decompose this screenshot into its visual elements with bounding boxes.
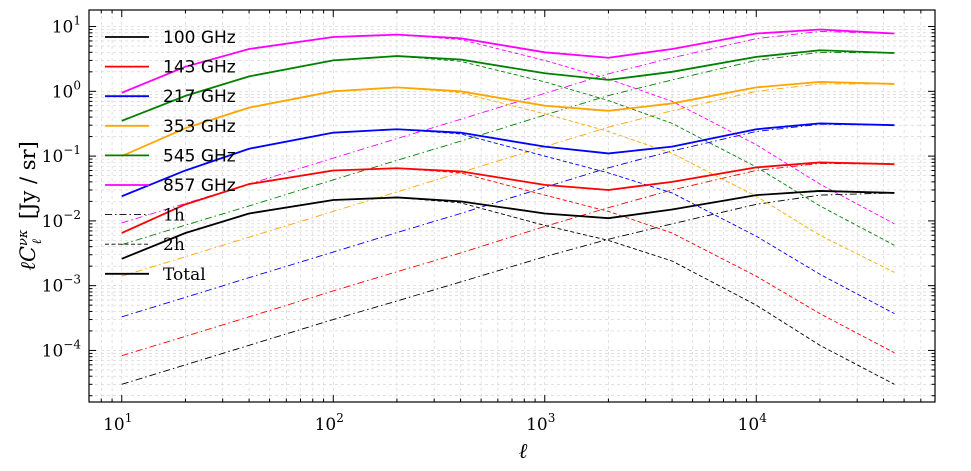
series-100-ghz-one-halo bbox=[121, 192, 895, 385]
series-100-ghz-total bbox=[121, 190, 895, 260]
y-tick-label: 10−1 bbox=[42, 143, 81, 167]
x-tick-label: 104 bbox=[738, 411, 768, 435]
series-217-ghz-two-halo bbox=[121, 128, 895, 315]
series-217-ghz-one-halo bbox=[121, 123, 895, 318]
y-axis-label-main: ℓC bbox=[16, 246, 40, 271]
legend-label: 545 GHz bbox=[163, 146, 236, 166]
x-tick-label: 102 bbox=[315, 411, 344, 435]
legend-label: 857 GHz bbox=[163, 176, 236, 196]
legend: 100 GHz 143 GHz 217 GHz 353 GHz 545 GHz 857 G… bbox=[105, 28, 236, 285]
legend-label: 217 GHz bbox=[163, 87, 236, 107]
series-353-ghz-one-halo bbox=[121, 83, 895, 277]
x-axis-label: ℓ bbox=[519, 439, 528, 463]
y-tick-label: 100 bbox=[52, 78, 81, 102]
series-143-ghz-one-halo bbox=[121, 163, 895, 357]
legend-label: 100 GHz bbox=[163, 28, 236, 48]
legend-label: 143 GHz bbox=[163, 58, 236, 78]
svg-text:ℓCνκℓ[Jy / sr]: ℓCνκℓ [Jy / sr] bbox=[16, 141, 45, 271]
y-axis-label-sub: ℓ bbox=[30, 239, 45, 245]
series-143-ghz-two-halo bbox=[121, 167, 895, 354]
legend-label: Total bbox=[163, 265, 206, 285]
ticks bbox=[88, 10, 936, 402]
y-tick-label: 10−3 bbox=[42, 273, 81, 297]
series-857-ghz-total bbox=[121, 28, 895, 94]
x-tick-label: 101 bbox=[103, 411, 132, 435]
legend-label: 2h bbox=[163, 235, 185, 255]
y-axis-label: ℓCνκℓ [Jy / sr] bbox=[16, 141, 45, 271]
y-axis-label-sup: νκ bbox=[16, 229, 31, 246]
x-tick-label: 103 bbox=[526, 411, 555, 435]
legend-label: 353 GHz bbox=[163, 117, 236, 137]
series-143-ghz-total bbox=[121, 161, 895, 234]
tick-labels: 101 102 103 104 10−4 10−3 10−2 10−1 100 101 bbox=[42, 14, 768, 435]
series-353-ghz-total bbox=[121, 80, 895, 157]
y-tick-label: 10−2 bbox=[42, 208, 81, 232]
plot-area bbox=[121, 28, 895, 385]
series-353-ghz-two-halo bbox=[121, 86, 895, 273]
y-tick-label: 101 bbox=[52, 14, 81, 38]
legend-label: 1h bbox=[163, 206, 185, 226]
series-545-ghz-total bbox=[121, 49, 895, 122]
series-100-ghz-two-halo bbox=[121, 197, 895, 385]
series-545-ghz-one-halo bbox=[121, 51, 895, 246]
y-tick-label: 10−4 bbox=[42, 337, 82, 361]
series-217-ghz-total bbox=[121, 122, 895, 198]
y-axis-label-unit: [Jy / sr] bbox=[16, 141, 40, 219]
